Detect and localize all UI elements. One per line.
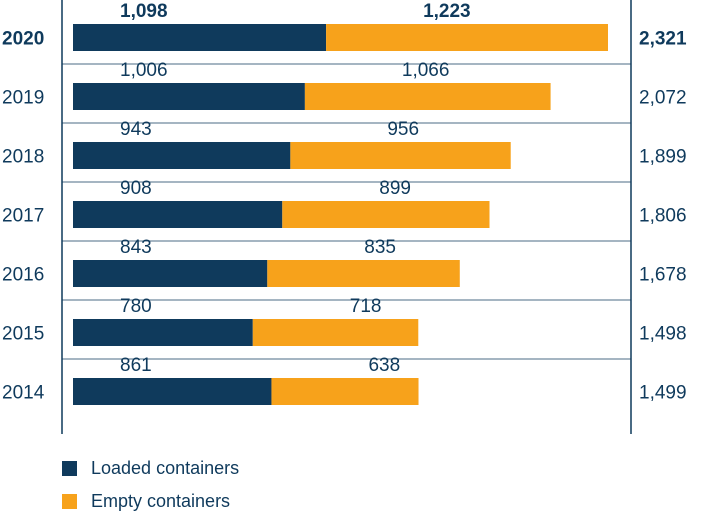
- year-label-2016: 2016: [2, 265, 44, 286]
- value-label-loaded-2020: 1,098: [120, 1, 168, 22]
- value-label-empty-2018: 956: [387, 119, 419, 140]
- total-label-2020: 2,321: [639, 29, 687, 50]
- value-label-empty-2016: 835: [364, 237, 396, 258]
- bar-empty-2019: [304, 83, 551, 110]
- legend-label-loaded: Loaded containers: [91, 458, 240, 478]
- total-label-2016: 1,678: [639, 265, 687, 286]
- legend-swatch-empty: [62, 494, 77, 509]
- bar-empty-2018: [290, 142, 511, 169]
- bar-loaded-2015: [73, 319, 253, 346]
- value-label-loaded-2017: 908: [120, 178, 152, 199]
- total-label-2019: 2,072: [639, 88, 687, 109]
- year-label-2017: 2017: [2, 206, 44, 227]
- value-label-loaded-2014: 861: [120, 355, 152, 376]
- legend-item-empty: Empty containers: [62, 485, 239, 518]
- value-label-empty-2017: 899: [379, 178, 411, 199]
- bar-empty-2015: [252, 319, 419, 346]
- year-label-2018: 2018: [2, 147, 44, 168]
- value-label-loaded-2015: 780: [120, 296, 152, 317]
- value-label-loaded-2016: 843: [120, 237, 152, 258]
- legend-swatch-loaded: [62, 461, 77, 476]
- value-label-empty-2014: 638: [368, 355, 400, 376]
- value-label-loaded-2018: 943: [120, 119, 152, 140]
- bar-empty-2020: [326, 24, 608, 51]
- total-label-2014: 1,499: [639, 383, 687, 404]
- total-label-2017: 1,806: [639, 206, 687, 227]
- total-label-2018: 1,899: [639, 147, 687, 168]
- bar-loaded-2017: [73, 201, 283, 228]
- total-label-2015: 1,498: [639, 324, 687, 345]
- legend-item-loaded: Loaded containers: [62, 452, 239, 485]
- year-label-2014: 2014: [2, 383, 45, 404]
- bar-loaded-2014: [73, 378, 272, 405]
- value-label-empty-2019: 1,066: [402, 60, 450, 81]
- legend-label-empty: Empty containers: [91, 491, 231, 511]
- bar-loaded-2019: [73, 83, 305, 110]
- bar-empty-2017: [282, 201, 490, 228]
- year-label-2019: 2019: [2, 88, 44, 109]
- value-label-empty-2015: 718: [350, 296, 382, 317]
- bar-loaded-2018: [73, 142, 291, 169]
- legend: Loaded containers Empty containers: [62, 452, 239, 518]
- bar-loaded-2016: [73, 260, 268, 287]
- year-label-2015: 2015: [2, 324, 44, 345]
- stacked-bar-chart: 2020 1,098 1,223 2,321 2019 1,006 1,066 2,072 20…: [2, 0, 687, 434]
- bar-empty-2014: [271, 378, 419, 405]
- value-label-empty-2020: 1,223: [423, 1, 471, 22]
- year-label-2020: 2020: [2, 29, 44, 50]
- bar-empty-2016: [267, 260, 460, 287]
- bar-loaded-2020: [73, 24, 327, 51]
- value-label-loaded-2019: 1,006: [120, 60, 168, 81]
